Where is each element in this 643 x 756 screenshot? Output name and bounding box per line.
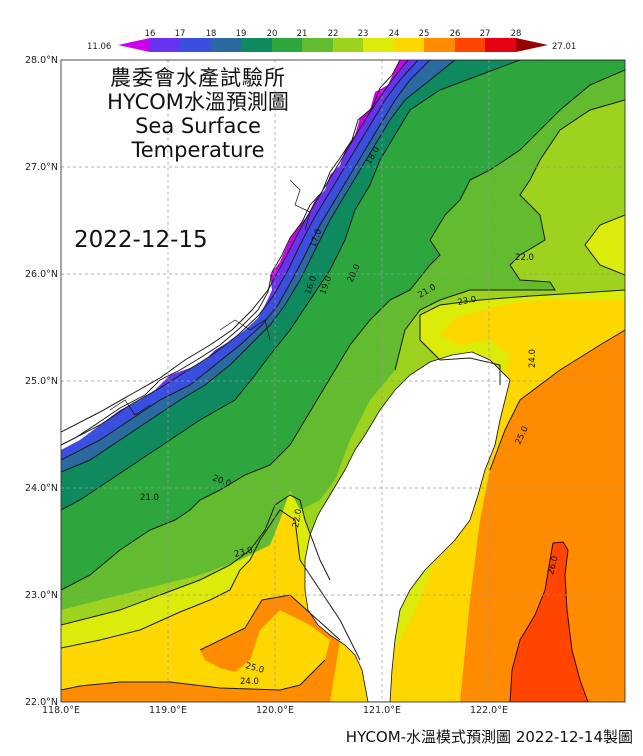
colorbar: 11.06 27.01 16 17 18 19 20 21 22 23 24 2… — [0, 25, 643, 60]
x-axis-label: 118.0°E — [42, 705, 80, 716]
contour-lines — [61, 60, 625, 691]
colorbar-graphic — [118, 38, 548, 52]
agency-title: 農委會水產試驗所 — [110, 66, 286, 90]
contour-label: 22.0 — [291, 508, 304, 528]
coastline-detail — [219, 319, 271, 341]
contour-label: 23.0 — [457, 295, 477, 308]
contour-label: 24.0 — [240, 677, 259, 687]
colorbar-max-arrow — [516, 38, 548, 52]
coastline-detail — [109, 399, 151, 416]
colorbar-tick: 28 — [510, 29, 522, 39]
forecast-date: 2022-12-15 — [74, 227, 208, 253]
colorbar-tick: 21 — [296, 29, 308, 39]
x-axis-label: 119.0°E — [149, 705, 187, 716]
product-title: HYCOM水溫預測圖 — [107, 90, 289, 115]
footer-caption: HYCOM-水溫模式預測圖 2022-12-14製圖 — [345, 728, 633, 746]
sst-band-25-26-sw — [61, 595, 340, 702]
contour-label-group: 18.0 17.0 16.0 19.0 20.0 20.0 21.0 21.0 … — [140, 145, 561, 687]
colorbar-max-label: 27.01 — [552, 42, 577, 52]
colorbar-tick: 18 — [205, 29, 217, 39]
sst-band-26-plus — [509, 541, 589, 702]
y-axis-label: 23.0°N — [24, 590, 58, 601]
colorbar-tick: 22 — [327, 29, 339, 39]
y-axis-label: 27.0°N — [24, 162, 58, 173]
contour-label: 21.0 — [140, 493, 159, 503]
colorbar-tick: 17 — [174, 29, 186, 39]
colorbar-tick: 25 — [418, 29, 430, 39]
contour-label: 26.0 — [546, 555, 561, 576]
colorbar-tick: 24 — [388, 29, 400, 39]
colorbar-tick: 27 — [479, 29, 491, 39]
y-axis-label: 26.0°N — [24, 269, 58, 280]
colorbar-min-arrow — [118, 38, 150, 52]
china-coastline — [61, 60, 401, 446]
x-axis-label: 122.0°E — [470, 705, 508, 716]
y-axis-label: 22.0°N — [24, 697, 58, 708]
contour-label: 22.0 — [515, 253, 534, 263]
x-axis-label: 120.0°E — [256, 705, 294, 716]
graticule — [61, 60, 625, 702]
coastline-detail — [289, 179, 311, 231]
contour-label: 23.0 — [233, 545, 254, 560]
colorbar-tick: 19 — [235, 29, 247, 39]
china-mainland-land — [61, 60, 400, 450]
colorbar-tick: 26 — [449, 29, 461, 39]
y-axis-label: 25.0°N — [24, 376, 58, 387]
x-axis-label: 121.0°E — [363, 705, 401, 716]
subtitle-line2: Temperature — [131, 138, 265, 163]
subtitle-line1: Sea Surface — [135, 114, 261, 139]
contour-label: 24.0 — [528, 349, 538, 368]
colorbar-tick: 16 — [144, 29, 156, 39]
contour-label: 25.0 — [244, 661, 265, 676]
y-axis-label: 28.0°N — [24, 55, 58, 66]
taiwan-land — [304, 351, 511, 702]
colorbar-tick: 20 — [266, 29, 278, 39]
map-title-block: 農委會水產試驗所 HYCOM水溫預測圖 Sea Surface Temperat… — [62, 66, 334, 163]
colorbar-min-label: 11.06 — [87, 42, 112, 52]
map-frame — [60, 59, 626, 703]
y-axis-label: 24.0°N — [24, 483, 58, 494]
colorbar-tick: 23 — [357, 29, 369, 39]
